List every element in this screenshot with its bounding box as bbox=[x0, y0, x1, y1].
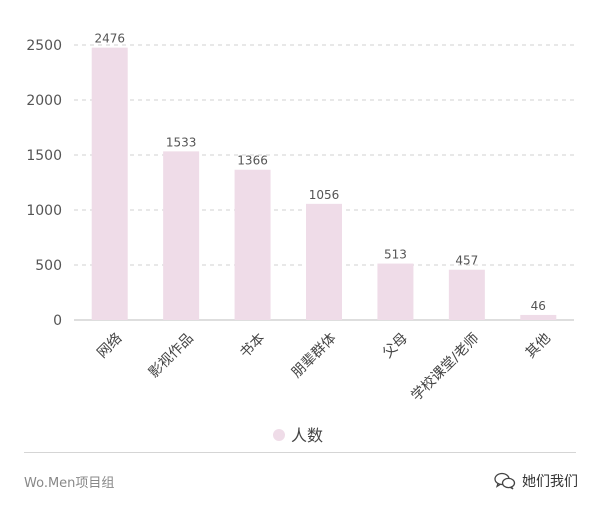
bar[interactable] bbox=[163, 151, 200, 320]
bar[interactable] bbox=[91, 47, 128, 320]
bar-value-label: 46 bbox=[531, 299, 546, 313]
y-tick-label: 1500 bbox=[26, 148, 62, 164]
y-axis-ticks: 0 500 1000 1500 2000 2500 bbox=[26, 38, 62, 329]
wechat-icon bbox=[494, 472, 516, 490]
y-tick-label: 0 bbox=[53, 313, 62, 329]
x-category-label: 父母 bbox=[380, 330, 411, 361]
bar-value-label: 1056 bbox=[309, 188, 340, 202]
x-category-label: 网络 bbox=[94, 330, 125, 361]
value-labels: 2476 1533 1366 1056 513 457 46 bbox=[94, 32, 545, 313]
bars bbox=[91, 47, 557, 320]
bar-value-label: 2476 bbox=[94, 32, 125, 46]
x-category-label: 学校课堂/老师 bbox=[408, 330, 483, 405]
legend-label: 人数 bbox=[291, 426, 323, 445]
bar-value-label: 513 bbox=[384, 248, 407, 262]
bar-value-label: 457 bbox=[455, 254, 478, 268]
bar[interactable] bbox=[448, 269, 485, 320]
footer-divider bbox=[24, 452, 576, 453]
legend[interactable]: 人数 bbox=[273, 426, 323, 445]
bar[interactable] bbox=[520, 314, 557, 320]
y-tick-label: 2500 bbox=[26, 38, 62, 54]
bar-value-label: 1366 bbox=[237, 154, 268, 168]
legend-marker bbox=[273, 429, 285, 441]
x-category-label: 朋辈群体 bbox=[289, 330, 340, 381]
y-tick-label: 2000 bbox=[26, 93, 62, 109]
bar[interactable] bbox=[377, 263, 414, 320]
bar[interactable] bbox=[234, 169, 271, 320]
footer-source: Wo.Men项目组 bbox=[24, 476, 115, 491]
x-category-label: 其他 bbox=[523, 330, 554, 361]
y-tick-label: 500 bbox=[35, 258, 62, 274]
bar-chart: 0 500 1000 1500 2000 2500 2476 1533 1366 1056 513… bbox=[26, 32, 574, 445]
x-category-label: 影视作品 bbox=[146, 330, 197, 381]
gridlines bbox=[74, 44, 574, 266]
footer-account[interactable]: 她们我们 bbox=[494, 471, 578, 491]
bar[interactable] bbox=[306, 203, 342, 320]
y-tick-label: 1000 bbox=[26, 203, 62, 219]
bar-value-label: 1533 bbox=[166, 135, 197, 149]
x-category-label: 书本 bbox=[237, 330, 268, 361]
account-name: 她们我们 bbox=[522, 474, 578, 490]
